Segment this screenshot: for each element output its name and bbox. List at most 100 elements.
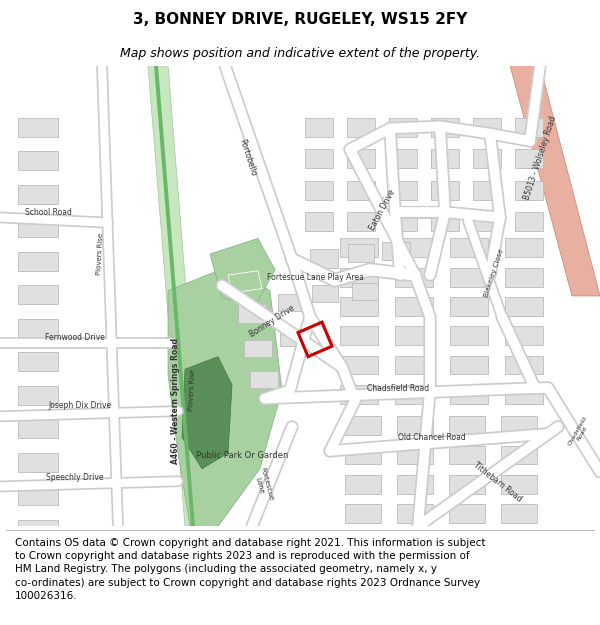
Text: Tithebarn Road: Tithebarn Road [472, 461, 524, 504]
Polygon shape [340, 238, 378, 258]
Polygon shape [18, 118, 58, 137]
Polygon shape [340, 356, 378, 374]
Polygon shape [305, 181, 333, 199]
Polygon shape [305, 118, 333, 137]
Polygon shape [148, 66, 205, 526]
Polygon shape [515, 118, 543, 137]
Polygon shape [473, 118, 501, 137]
Polygon shape [473, 212, 501, 231]
Text: Map shows position and indicative extent of the property.: Map shows position and indicative extent… [120, 48, 480, 60]
Polygon shape [397, 446, 433, 464]
Polygon shape [501, 475, 537, 494]
Text: Plovers Rise: Plovers Rise [188, 369, 196, 411]
Polygon shape [305, 149, 333, 168]
Text: Speechly Drive: Speechly Drive [46, 472, 104, 481]
Polygon shape [168, 267, 282, 526]
Text: Fortescue Lane Play Area: Fortescue Lane Play Area [266, 272, 364, 282]
Polygon shape [431, 212, 459, 231]
Text: Public Park Or Garden: Public Park Or Garden [196, 451, 288, 459]
Polygon shape [280, 329, 306, 346]
Text: Joseph Dix Drive: Joseph Dix Drive [49, 401, 112, 411]
Polygon shape [18, 453, 58, 472]
Polygon shape [278, 294, 304, 311]
Polygon shape [501, 446, 537, 464]
Polygon shape [397, 475, 433, 494]
Text: Eaton Drive: Eaton Drive [367, 188, 397, 232]
Polygon shape [347, 118, 375, 137]
Polygon shape [345, 504, 381, 523]
Polygon shape [505, 356, 543, 374]
Polygon shape [449, 504, 485, 523]
Polygon shape [340, 297, 378, 316]
Polygon shape [395, 356, 433, 374]
Polygon shape [397, 504, 433, 523]
Text: B5013 - Wolseley Road: B5013 - Wolseley Road [522, 115, 558, 201]
Polygon shape [18, 520, 58, 539]
Polygon shape [395, 297, 433, 316]
Polygon shape [18, 486, 58, 505]
Polygon shape [505, 268, 543, 286]
Polygon shape [18, 252, 58, 271]
Polygon shape [238, 304, 266, 323]
Polygon shape [345, 446, 381, 464]
Polygon shape [182, 357, 232, 469]
Text: A460 - Western Springs Road: A460 - Western Springs Road [170, 338, 179, 464]
Polygon shape [18, 386, 58, 405]
Polygon shape [501, 416, 537, 435]
Polygon shape [347, 212, 375, 231]
Text: School Road: School Road [25, 208, 71, 217]
Polygon shape [515, 212, 543, 231]
Polygon shape [18, 286, 58, 304]
Polygon shape [450, 356, 488, 374]
Polygon shape [345, 416, 381, 435]
Polygon shape [389, 149, 417, 168]
Polygon shape [449, 475, 485, 494]
Polygon shape [449, 446, 485, 464]
Polygon shape [347, 149, 375, 168]
Polygon shape [431, 118, 459, 137]
Text: Bonney Drive: Bonney Drive [248, 303, 296, 339]
Text: Blakeley Close: Blakeley Close [484, 248, 505, 298]
Text: Chadsfield
Road: Chadsfield Road [567, 415, 593, 449]
Polygon shape [389, 181, 417, 199]
Polygon shape [431, 149, 459, 168]
Polygon shape [395, 238, 433, 258]
Polygon shape [389, 212, 417, 231]
Polygon shape [18, 319, 58, 338]
Polygon shape [450, 385, 488, 404]
Polygon shape [395, 385, 433, 404]
Polygon shape [340, 268, 378, 286]
Polygon shape [450, 297, 488, 316]
Polygon shape [348, 244, 374, 262]
Polygon shape [347, 181, 375, 199]
Polygon shape [382, 241, 410, 261]
Polygon shape [505, 238, 543, 258]
Text: Chadsfield Road: Chadsfield Road [367, 384, 429, 392]
Polygon shape [501, 504, 537, 523]
Polygon shape [18, 419, 58, 438]
Polygon shape [431, 181, 459, 199]
Polygon shape [397, 416, 433, 435]
Polygon shape [250, 371, 278, 388]
Polygon shape [473, 181, 501, 199]
Polygon shape [18, 151, 58, 170]
Polygon shape [515, 149, 543, 168]
Polygon shape [450, 238, 488, 258]
Polygon shape [310, 249, 338, 268]
Polygon shape [449, 416, 485, 435]
Polygon shape [340, 385, 378, 404]
Polygon shape [305, 212, 333, 231]
Polygon shape [395, 326, 433, 345]
Polygon shape [345, 475, 381, 494]
Polygon shape [210, 238, 275, 304]
Polygon shape [515, 181, 543, 199]
Polygon shape [244, 340, 272, 357]
Polygon shape [395, 268, 433, 286]
Text: Old Chancel Road: Old Chancel Road [398, 432, 466, 442]
Polygon shape [505, 326, 543, 345]
Text: Fernwood Drive: Fernwood Drive [45, 333, 105, 342]
Text: Contains OS data © Crown copyright and database right 2021. This information is : Contains OS data © Crown copyright and d… [15, 538, 485, 601]
Polygon shape [18, 352, 58, 371]
Polygon shape [312, 286, 338, 302]
Text: Portobello: Portobello [238, 138, 258, 178]
